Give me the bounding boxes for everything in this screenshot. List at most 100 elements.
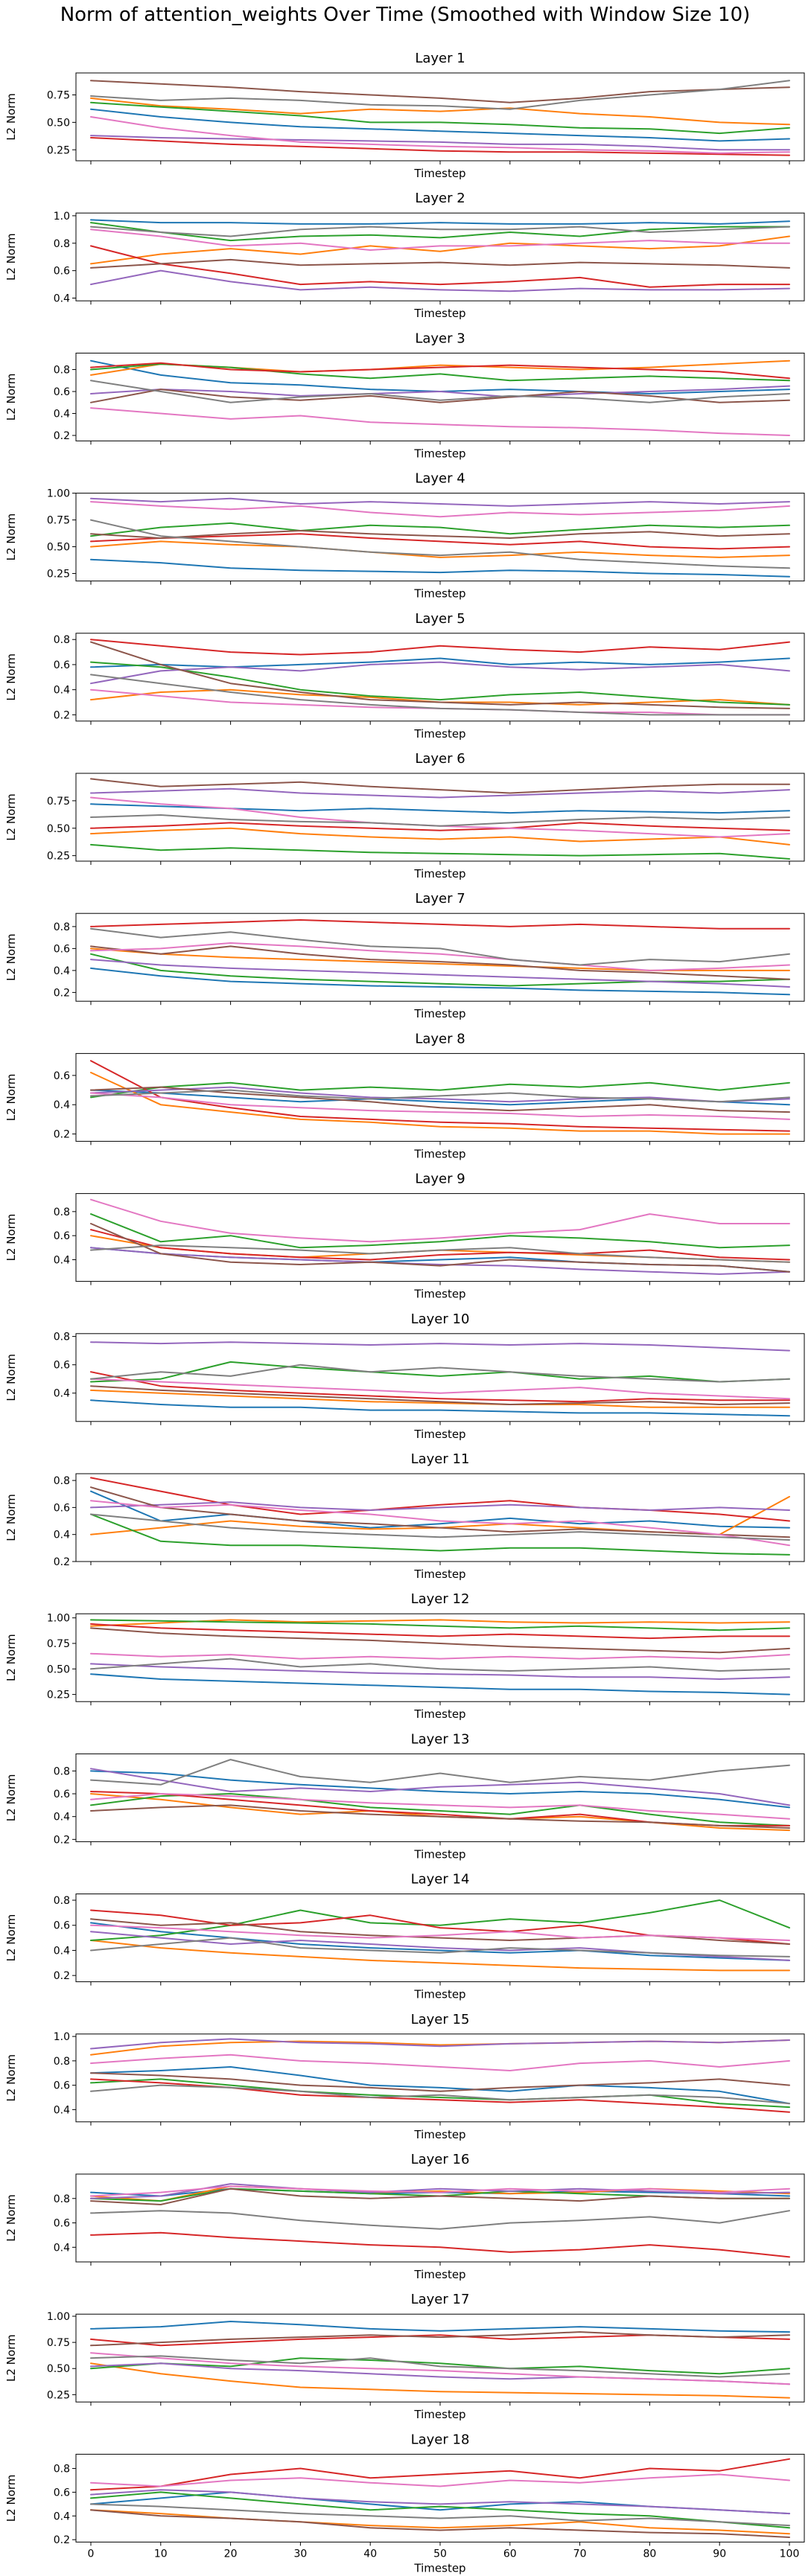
y-tick-label: 0.8 (54, 238, 70, 250)
subplot-layer-16: Layer 16 L2 Norm Timestep 0.4 0.6 0.8 (4, 2152, 805, 2281)
series-line-3 (90, 101, 790, 135)
series-line-4 (90, 362, 790, 380)
series-line-5 (90, 2038, 790, 2050)
series-line-7 (90, 1652, 790, 1660)
y-tick-label: 0.25 (47, 1690, 70, 1701)
subplot-title: Layer 7 (415, 891, 465, 907)
subplot-title: Layer 4 (415, 471, 465, 487)
subplot-title: Layer 10 (411, 1311, 470, 1327)
series-line-4 (90, 2078, 790, 2113)
y-tick-label: 0.2 (54, 1556, 70, 1568)
x-axis-label: Timestep (413, 1288, 465, 1301)
series-line-1 (90, 219, 790, 225)
plot-area-frame (75, 493, 805, 582)
y-tick-label: 0.4 (54, 1530, 70, 1541)
x-tick-label: 80 (643, 2548, 656, 2560)
subplot-layer-4: Layer 4 L2 Norm Timestep 0.25 0.50 0.75 1.00 (4, 471, 805, 601)
figure-title: Norm of attention_weights Over Time (Smo… (60, 4, 751, 26)
y-tick-label: 0.8 (54, 921, 70, 933)
subplot-title: Layer 1 (415, 51, 465, 66)
y-tick-label: 0.50 (47, 542, 70, 554)
x-axis-label: Timestep (413, 1567, 465, 1581)
x-axis-label: Timestep (413, 307, 465, 320)
series-line-1 (90, 1673, 790, 1696)
series-line-7 (90, 2054, 790, 2071)
series-line-5 (90, 787, 790, 799)
subplot-layer-1: Layer 1 L2 Norm Timestep 0.25 0.50 0.75 (4, 51, 805, 180)
subplots: Layer 1L2 NormTimestep0.250.500.75Layer … (4, 51, 805, 2575)
y-tick-label: 0.50 (47, 823, 70, 835)
series-line-1 (90, 967, 790, 996)
y-tick-label: 0.6 (54, 2080, 70, 2092)
series-line-5 (90, 1247, 790, 1275)
series-line-5 (90, 269, 790, 293)
series-line-3 (90, 1213, 790, 1249)
series-line-5 (90, 1086, 790, 1103)
series-line-7 (90, 116, 790, 154)
y-tick-label: 0.6 (54, 1920, 70, 1932)
x-axis-label: Timestep (413, 1428, 465, 1441)
plot-area-frame (75, 1613, 805, 1702)
series-line-7 (90, 1924, 790, 1941)
y-tick-label: 0.2 (54, 1834, 70, 1846)
series-line-4 (90, 137, 790, 156)
x-axis-label: Timestep (413, 2128, 465, 2141)
series-line-6 (90, 641, 790, 709)
y-tick-label: 0.4 (54, 685, 70, 697)
series-line-7 (90, 2473, 790, 2487)
subplot-title: Layer 15 (411, 2012, 470, 2027)
series-line-6 (90, 778, 790, 794)
subplot-title: Layer 9 (415, 1172, 465, 1187)
y-tick-label: 0.75 (47, 2337, 70, 2349)
y-tick-label: 0.4 (54, 409, 70, 421)
y-tick-label: 0.6 (54, 659, 70, 671)
series-line-5 (90, 385, 790, 398)
series-line-8 (90, 1364, 790, 1383)
subplot-layer-3: Layer 3 L2 Norm Timestep 0.2 0.4 0.6 0.8 (4, 330, 805, 460)
series-line-7 (90, 942, 790, 971)
plot-area-frame (75, 913, 805, 1002)
subplot-layer-17: Layer 17 L2 Norm Timestep 0.25 0.50 0.75 1.00 (4, 2292, 805, 2421)
series-line-6 (90, 2072, 790, 2092)
plot-area-frame (75, 1753, 805, 1842)
y-axis-label: L2 Norm (4, 374, 18, 421)
x-axis-label: Timestep (413, 1707, 465, 1721)
series-line-3 (90, 1793, 790, 1826)
y-axis-label: L2 Norm (4, 2194, 18, 2242)
plot-area-frame (75, 72, 805, 162)
series-line-8 (90, 519, 790, 569)
y-tick-label: 0.25 (47, 144, 70, 156)
y-tick-label: 0.4 (54, 1388, 70, 1400)
y-tick-label: 0.8 (54, 1765, 70, 1777)
series-line-1 (90, 803, 790, 814)
series-line-5 (90, 497, 790, 507)
y-tick-label: 0.6 (54, 1502, 70, 1514)
series-line-6 (90, 2331, 790, 2347)
series-line-6 (90, 1918, 790, 1945)
series-line-4 (90, 1623, 790, 1640)
y-tick-label: 0.8 (54, 2464, 70, 2476)
series-line-5 (90, 661, 790, 685)
series-line-7 (90, 2185, 790, 2197)
y-tick-label: 0.4 (54, 2242, 70, 2254)
series-line-3 (90, 661, 790, 706)
subplot-title: Layer 2 (415, 191, 465, 206)
series-line-4 (90, 2458, 790, 2491)
series-line-4 (90, 2231, 790, 2258)
plot-area-frame (75, 2173, 805, 2263)
series-line-1 (90, 657, 790, 668)
series-line-1 (90, 2066, 790, 2105)
series-line-8 (90, 927, 790, 966)
series-line-4 (90, 533, 790, 550)
y-axis-label: L2 Norm (4, 1634, 18, 1681)
subplot-layer-2: Layer 2 L2 Norm Timestep 0.4 0.6 0.8 1.0 (4, 191, 805, 320)
y-tick-label: 0.8 (54, 1475, 70, 1487)
plot-area-frame (75, 1193, 805, 1282)
series-line-1 (90, 1922, 790, 1961)
subplot-layer-5: Layer 5 L2 Norm Timestep 0.2 0.4 0.6 0.8 (4, 611, 805, 741)
plot-area-frame (75, 352, 805, 441)
series-line-5 (90, 135, 790, 151)
y-tick-label: 1.0 (54, 2031, 70, 2043)
series-line-6 (90, 80, 790, 103)
y-tick-label: 0.50 (47, 1663, 70, 1675)
